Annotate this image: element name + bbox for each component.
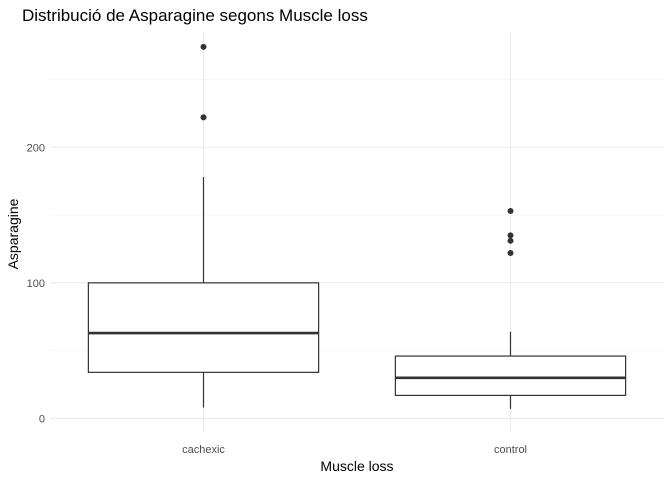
outlier-point bbox=[200, 114, 207, 121]
outlier-point bbox=[507, 232, 514, 239]
outlier-point bbox=[507, 250, 514, 257]
chart-title: Distribució de Asparagine segons Muscle … bbox=[22, 6, 368, 25]
box-cachexic bbox=[87, 43, 320, 408]
y-tick-label: 0 bbox=[39, 413, 45, 425]
y-axis-title: Asparagine bbox=[5, 198, 21, 269]
outlier-point bbox=[200, 43, 207, 50]
x-tick-label: cachexic bbox=[182, 444, 225, 456]
y-axis-ticks: 0 100 200 bbox=[27, 142, 45, 425]
x-tick-label: control bbox=[494, 444, 527, 456]
x-axis-ticks: cachexic control bbox=[182, 444, 527, 456]
y-tick-label: 200 bbox=[27, 142, 45, 154]
box-rect bbox=[394, 355, 627, 396]
box-control bbox=[394, 207, 627, 409]
y-tick-label: 100 bbox=[27, 278, 45, 290]
box-series bbox=[87, 43, 627, 409]
x-axis-title: Muscle loss bbox=[320, 458, 393, 474]
outlier-point bbox=[507, 237, 514, 244]
outlier-point bbox=[507, 207, 514, 214]
box-rect bbox=[87, 282, 320, 373]
